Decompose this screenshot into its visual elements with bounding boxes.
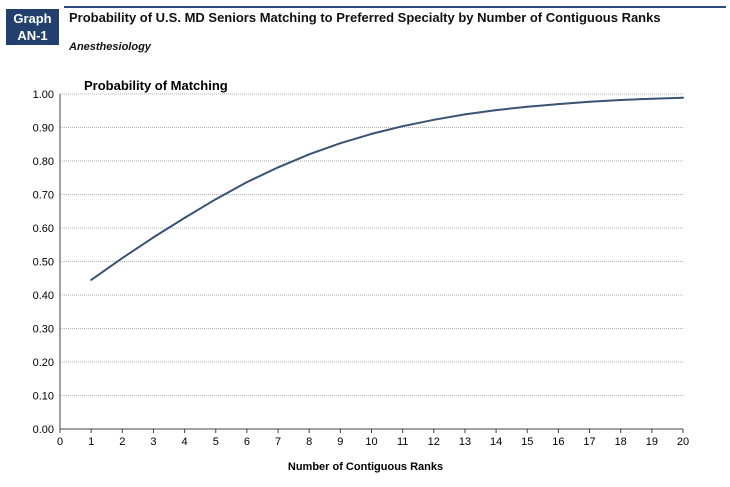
data-point (245, 181, 248, 184)
x-tick-label: 7 (275, 436, 281, 448)
data-point (90, 278, 93, 281)
y-tick-label: 0.60 (33, 223, 54, 235)
data-point (495, 109, 498, 112)
x-tick-label: 4 (182, 436, 188, 448)
x-tick-label: 13 (459, 436, 471, 448)
x-tick-label: 0 (57, 436, 63, 448)
x-tick-label: 1 (88, 436, 94, 448)
data-point (557, 103, 560, 106)
page-title: Probability of U.S. MD Seniors Matching … (69, 10, 661, 25)
y-tick-label: 0.90 (33, 123, 54, 135)
badge-line1: Graph (13, 11, 52, 26)
y-tick-label: 0.10 (33, 391, 54, 403)
x-tick-label: 5 (213, 436, 219, 448)
y-tick-label: 0.20 (33, 357, 54, 369)
x-tick-label: 17 (583, 436, 595, 448)
data-point (588, 100, 591, 103)
y-tick-label: 1.00 (33, 89, 54, 101)
data-point (526, 105, 529, 108)
data-point (650, 97, 653, 100)
chart-title: Probability of Matching (84, 78, 228, 93)
y-tick-label: 0.00 (33, 424, 54, 436)
header-rule (64, 6, 726, 8)
y-tick-label: 0.40 (33, 290, 54, 302)
data-point (401, 125, 404, 128)
data-point (214, 198, 217, 201)
x-tick-label: 6 (244, 436, 250, 448)
graph-badge: Graph AN-1 (6, 9, 59, 45)
x-tick-label: 3 (150, 436, 156, 448)
data-point (619, 99, 622, 102)
data-point (682, 96, 684, 99)
page-subtitle: Anesthesiology (69, 41, 151, 53)
data-point (308, 153, 311, 156)
x-tick-label: 16 (552, 436, 564, 448)
x-tick-label: 18 (615, 436, 627, 448)
data-point (121, 257, 124, 260)
x-tick-label: 2 (119, 436, 125, 448)
x-tick-label: 15 (521, 436, 533, 448)
x-tick-label: 11 (397, 436, 408, 448)
x-tick-label: 12 (428, 436, 440, 448)
y-tick-label: 0.30 (33, 324, 54, 336)
x-tick-label: 9 (337, 436, 343, 448)
data-point (183, 216, 186, 219)
data-point (370, 132, 373, 135)
y-tick-label: 0.80 (33, 156, 54, 168)
data-point (432, 118, 435, 121)
x-tick-label: 10 (365, 436, 377, 448)
badge-line2: AN-1 (17, 28, 48, 43)
y-tick-label: 0.70 (33, 190, 54, 202)
x-tick-label: 14 (490, 436, 502, 448)
x-tick-label: 19 (646, 436, 658, 448)
x-axis-label: Number of Contiguous Ranks (288, 461, 443, 473)
data-point (277, 166, 280, 169)
data-point (463, 113, 466, 116)
x-tick-label: 20 (677, 436, 689, 448)
data-point (152, 236, 155, 239)
y-tick-label: 0.50 (33, 257, 54, 269)
x-tick-label: 8 (306, 436, 312, 448)
series-line (90, 96, 684, 281)
data-point (339, 142, 342, 145)
